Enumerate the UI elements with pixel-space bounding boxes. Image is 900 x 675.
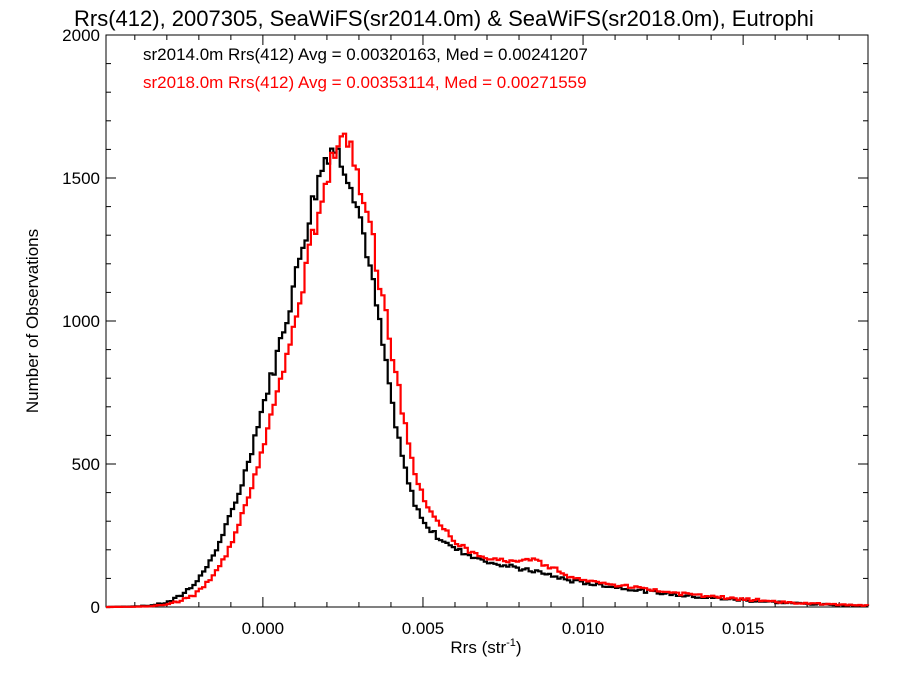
series-sr2018.0m-line [106, 132, 870, 609]
plot-area: 0 500 1000 1500 2000 0.000 0.005 0.010 0.015 sr… [62, 26, 870, 638]
legend-entry-sr2014.0m: sr2014.0m Rrs(412) Avg = 0.00320163, Med… [143, 45, 588, 64]
legend-entry-sr2018.0m: sr2018.0m Rrs(412) Avg = 0.00353114, Med… [143, 73, 587, 92]
chart-title: Rrs(412), 2007305, SeaWiFS(sr2014.0m) & … [74, 6, 814, 31]
y-tick-label: 1000 [62, 312, 100, 331]
x-axis-label-text: Rrs (str [450, 638, 506, 657]
x-axis: 0.000 0.005 0.010 0.015 [134, 35, 840, 638]
x-tick-label: 0.005 [402, 619, 445, 638]
x-axis-label: Rrs (str-1) [450, 637, 521, 657]
y-tick-label: 2000 [62, 26, 100, 45]
y-tick-label: 500 [72, 455, 100, 474]
y-axis-label: Number of Observations [23, 229, 42, 413]
series-sr2014.0m-line [106, 147, 870, 609]
plot-frame [105, 34, 869, 608]
x-tick-label: 0.000 [242, 619, 285, 638]
x-axis-label-end: ) [516, 638, 522, 657]
y-axis: 0 500 1000 1500 2000 [62, 26, 868, 617]
x-axis-label-superscript: -1 [506, 637, 516, 649]
x-tick-label: 0.015 [722, 619, 765, 638]
series-layer [106, 132, 870, 609]
legend: sr2014.0m Rrs(412) Avg = 0.00320163, Med… [143, 45, 588, 92]
x-tick-label: 0.010 [562, 619, 605, 638]
y-tick-label: 1500 [62, 169, 100, 188]
y-tick-label: 0 [91, 598, 100, 617]
